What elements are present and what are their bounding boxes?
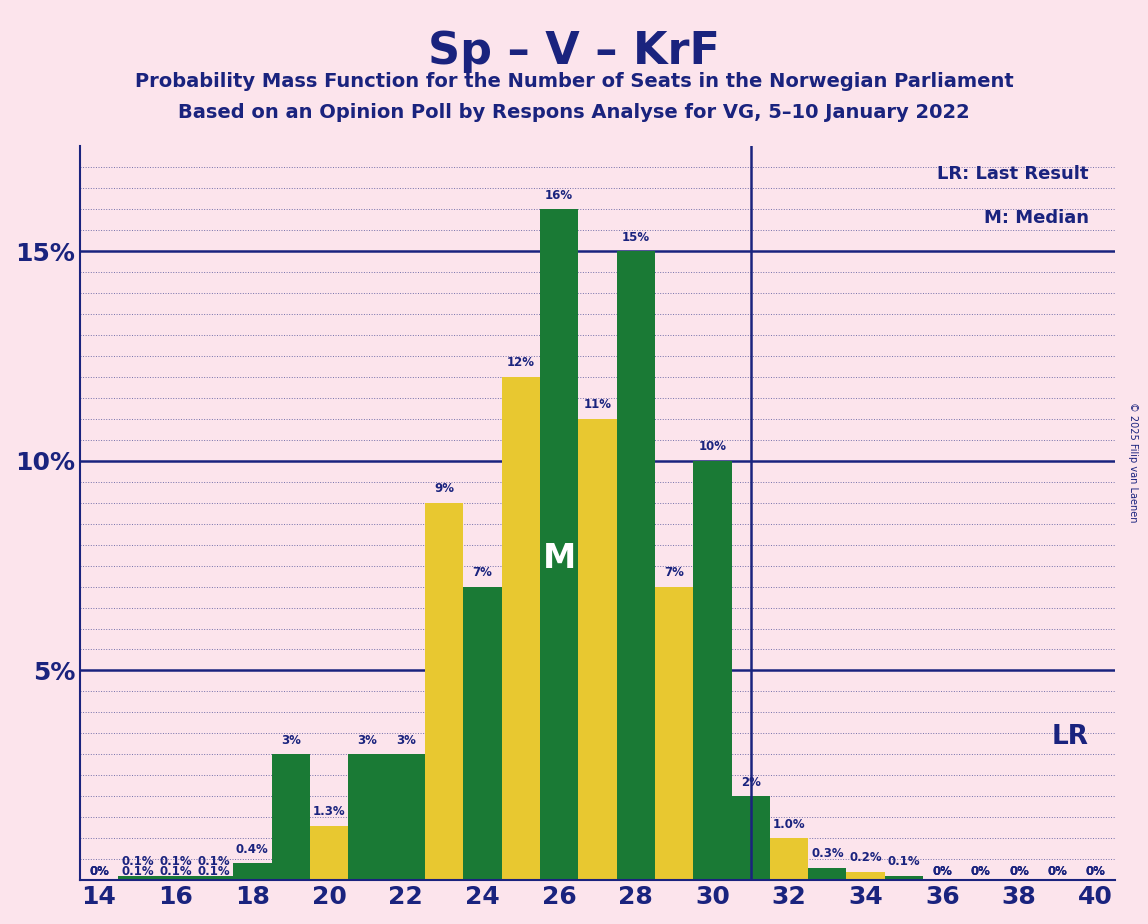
Text: 15%: 15% [621, 230, 650, 244]
Text: 0.3%: 0.3% [810, 847, 844, 860]
Text: 0%: 0% [1047, 865, 1068, 878]
Bar [463, 587, 502, 881]
Text: 0%: 0% [1009, 865, 1029, 878]
Text: 1.3%: 1.3% [312, 805, 346, 818]
Bar [616, 251, 654, 881]
Bar [233, 863, 272, 881]
Text: 0%: 0% [932, 865, 952, 878]
Text: 3%: 3% [281, 734, 301, 747]
Text: 3%: 3% [396, 734, 416, 747]
Text: 0%: 0% [90, 865, 109, 878]
Text: 7%: 7% [473, 566, 492, 579]
Bar [885, 876, 923, 881]
Bar [425, 503, 463, 881]
Bar [502, 377, 540, 881]
Text: 0%: 0% [932, 865, 952, 878]
Bar [156, 876, 195, 881]
Text: 0%: 0% [1047, 865, 1068, 878]
Text: Probability Mass Function for the Number of Seats in the Norwegian Parliament: Probability Mass Function for the Number… [134, 72, 1014, 91]
Bar [272, 754, 310, 881]
Text: 9%: 9% [434, 482, 453, 495]
Text: 0.1%: 0.1% [197, 865, 231, 878]
Bar [195, 876, 233, 881]
Text: 11%: 11% [583, 398, 612, 411]
Text: 16%: 16% [545, 188, 573, 201]
Bar [540, 209, 579, 881]
Bar [310, 826, 348, 881]
Bar [770, 838, 808, 881]
Text: 10%: 10% [698, 440, 727, 453]
Text: 0%: 0% [1009, 865, 1029, 878]
Text: 0.1%: 0.1% [197, 856, 231, 869]
Text: 3%: 3% [357, 734, 378, 747]
Text: Sp – V – KrF: Sp – V – KrF [428, 30, 720, 73]
Text: 12%: 12% [506, 357, 535, 370]
Text: 0%: 0% [971, 865, 991, 878]
Bar [808, 868, 846, 881]
Text: 0.1%: 0.1% [160, 865, 192, 878]
Text: 0.1%: 0.1% [121, 865, 154, 878]
Text: Based on an Opinion Poll by Respons Analyse for VG, 5–10 January 2022: Based on an Opinion Poll by Respons Anal… [178, 103, 970, 122]
Bar [693, 461, 731, 881]
Text: 0%: 0% [1086, 865, 1106, 878]
Text: 1.0%: 1.0% [773, 818, 805, 831]
Text: 0%: 0% [90, 865, 109, 878]
Text: LR: Last Result: LR: Last Result [938, 164, 1089, 183]
Bar [118, 876, 156, 881]
Bar [348, 754, 387, 881]
Text: © 2025 Filip van Laenen: © 2025 Filip van Laenen [1128, 402, 1138, 522]
Text: 0%: 0% [1086, 865, 1106, 878]
Bar [579, 419, 616, 881]
Text: 0.2%: 0.2% [850, 851, 882, 864]
Text: LR: LR [1052, 724, 1089, 750]
Bar [387, 754, 425, 881]
Text: 0%: 0% [971, 865, 991, 878]
Text: M: M [542, 541, 575, 575]
Bar [731, 796, 770, 881]
Text: 2%: 2% [740, 776, 761, 789]
Text: 0.1%: 0.1% [887, 856, 921, 869]
Text: 7%: 7% [664, 566, 684, 579]
Bar [846, 871, 885, 881]
Text: 0.1%: 0.1% [160, 856, 192, 869]
Text: 0.4%: 0.4% [236, 843, 269, 856]
Text: 0.1%: 0.1% [121, 856, 154, 869]
Text: M: Median: M: Median [984, 209, 1089, 226]
Bar [654, 587, 693, 881]
